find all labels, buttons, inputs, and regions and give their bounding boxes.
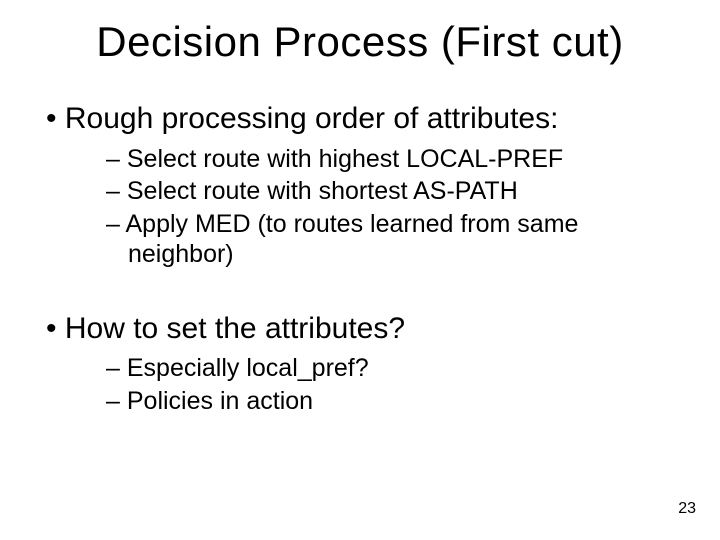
slide: Decision Process (First cut) Rough proce…: [0, 0, 720, 540]
bullet-l2: Select route with highest LOCAL-PREF: [46, 144, 676, 175]
bullet-l2: Policies in action: [46, 386, 676, 417]
bullet-l2-text: Select route with highest LOCAL-PREF: [127, 145, 563, 173]
slide-body: Rough processing order of attributes: Se…: [46, 100, 676, 418]
spacer: [46, 272, 676, 310]
bullet-l2-text: Policies in action: [127, 387, 313, 415]
slide-title: Decision Process (First cut): [0, 18, 720, 66]
bullet-l2: Apply MED (to routes learned from same n…: [46, 209, 676, 270]
bullet-l1: Rough processing order of attributes:: [46, 100, 676, 138]
page-number: 23: [678, 500, 696, 518]
bullet-l2-text: Select route with shortest AS-PATH: [127, 177, 518, 205]
bullet-l2: Especially local_pref?: [46, 353, 676, 384]
bullet-l1-text: Rough processing order of attributes:: [65, 102, 559, 135]
bullet-l2: Select route with shortest AS-PATH: [46, 176, 676, 207]
bullet-l2-text: Especially local_pref?: [127, 354, 369, 382]
bullet-l2-text: Apply MED (to routes learned from same n…: [125, 210, 578, 269]
bullet-l1-text: How to set the attributes?: [65, 312, 405, 345]
bullet-l1: How to set the attributes?: [46, 310, 676, 348]
